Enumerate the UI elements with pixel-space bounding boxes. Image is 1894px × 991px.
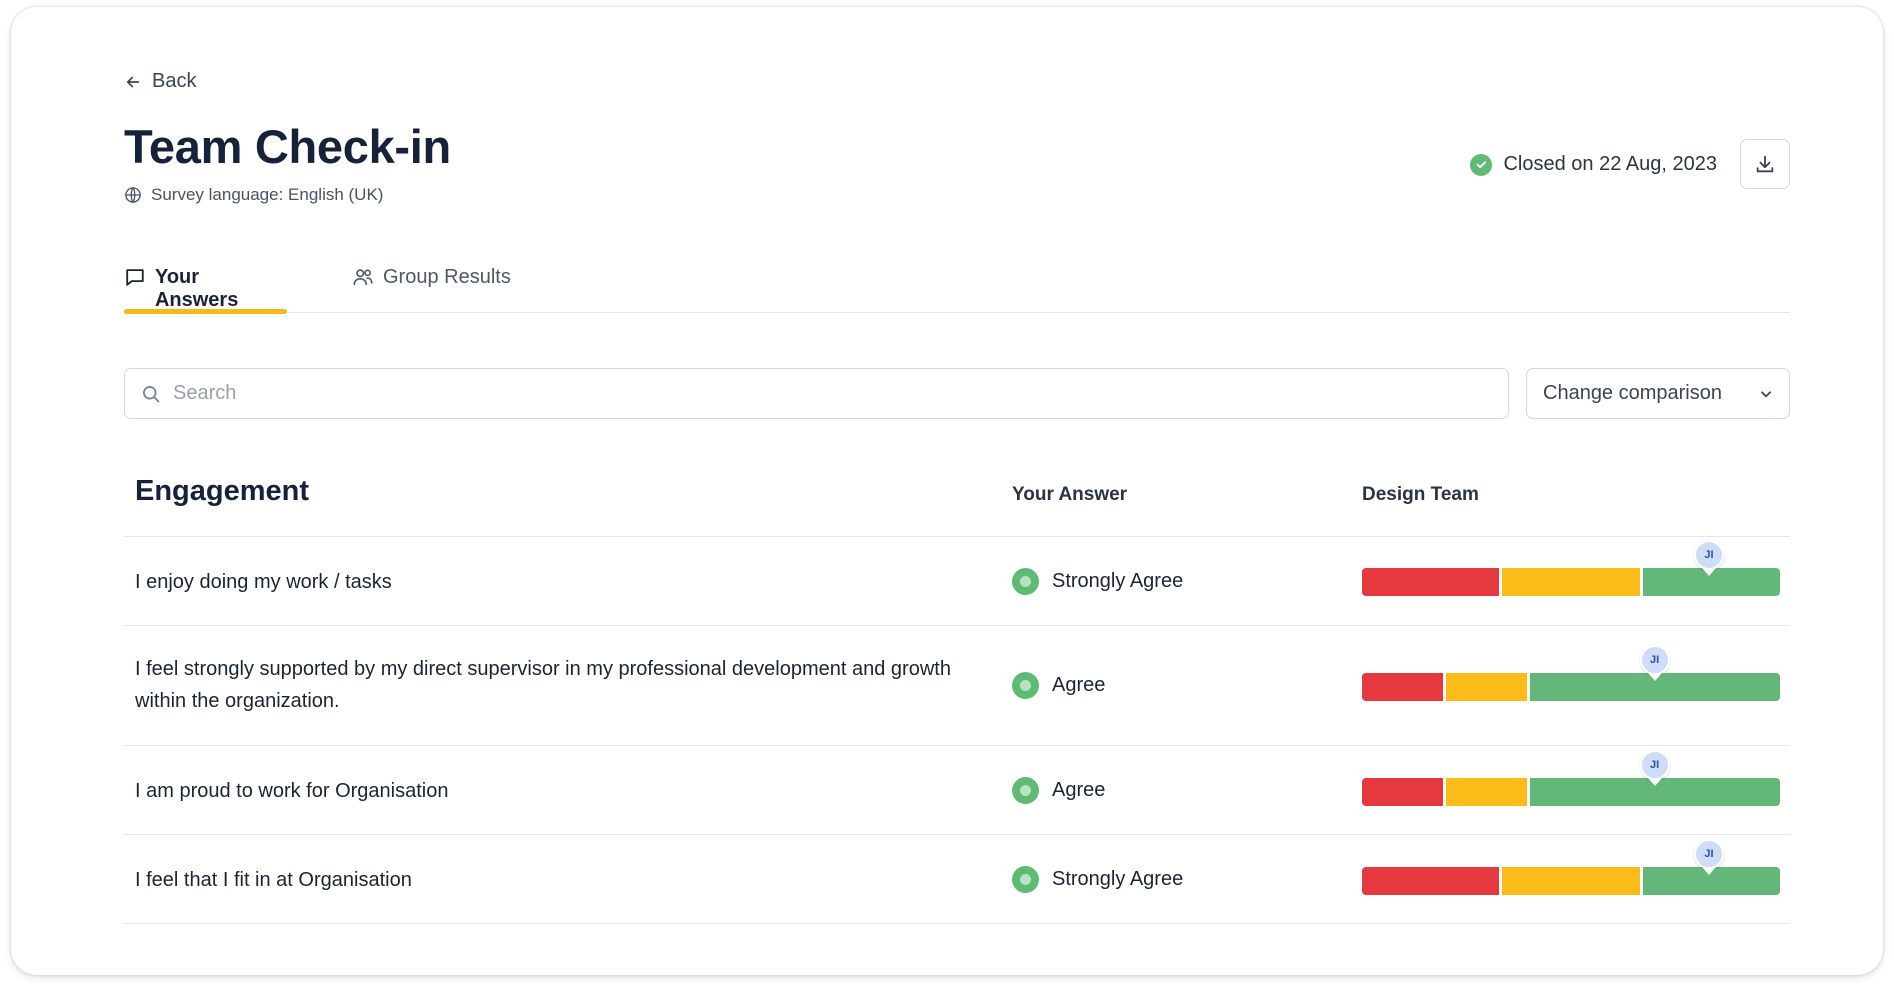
chevron-down-icon <box>1761 390 1771 397</box>
speech-bubble-icon <box>126 269 144 286</box>
answer-cell: Agree <box>1012 672 1105 699</box>
answer-dot-icon <box>1012 866 1039 893</box>
globe-icon <box>125 187 141 203</box>
tab-your-answers[interactable]: Your Answers <box>124 262 287 314</box>
survey-language-label: Survey language: English (UK) <box>151 185 384 204</box>
answer-cell: Strongly Agree <box>1012 568 1183 595</box>
user-marker-avatar: JI <box>1693 839 1724 875</box>
answer-label: Strongly Agree <box>1052 868 1184 890</box>
group-icon <box>353 269 373 286</box>
download-icon <box>1756 155 1774 173</box>
question-text: I am proud to work for Organisation <box>135 780 449 802</box>
survey-language: Survey language: English (UK) <box>124 185 383 205</box>
answer-cell: Strongly Agree <box>1012 866 1183 893</box>
search-icon <box>143 385 160 402</box>
back-link[interactable]: Back <box>124 70 196 93</box>
column-header-team: Design Team <box>1362 484 1479 505</box>
user-marker-avatar: JI <box>1639 645 1670 681</box>
arrow-left-icon <box>126 76 140 87</box>
negative-segment <box>1362 867 1500 895</box>
question-text: I feel strongly supported by my direct s… <box>135 658 951 712</box>
distribution-bar: JI <box>1362 645 1780 701</box>
distribution-bar: JI <box>1362 540 1780 596</box>
status-text: Closed on 22 Aug, 2023 <box>1503 153 1717 175</box>
table-row: I am proud to work for Organisation Agre… <box>124 747 1790 835</box>
neutral-segment <box>1445 673 1527 701</box>
answer-dot-icon <box>1012 672 1039 699</box>
answer-dot-icon <box>1012 568 1039 595</box>
table-row: I feel strongly supported by my direct s… <box>124 627 1790 746</box>
table-header: Engagement Your Answer Design Team <box>124 467 1790 537</box>
download-button[interactable] <box>1740 139 1790 189</box>
check-circle-icon <box>1470 153 1493 176</box>
question-text: I feel that I fit in at Organisation <box>135 869 412 891</box>
user-marker-avatar: JI <box>1693 540 1724 576</box>
negative-segment <box>1362 778 1443 806</box>
back-label: Back <box>152 70 197 92</box>
negative-segment <box>1362 568 1500 596</box>
search-box <box>124 368 1509 419</box>
change-comparison-dropdown[interactable]: Change comparison <box>1526 368 1790 419</box>
tab-label: Group Results <box>383 266 511 288</box>
answer-label: Agree <box>1052 779 1106 801</box>
status-badge: Closed on 22 Aug, 2023 <box>1470 153 1717 176</box>
table-row: I feel that I fit in at Organisation Str… <box>124 836 1790 924</box>
question-text: I enjoy doing my work / tasks <box>135 571 392 593</box>
distribution-bar: JI <box>1362 750 1780 806</box>
tab-bar: Your Answers Group Results <box>124 262 1790 314</box>
tab-label: Your Answers <box>154 266 239 311</box>
negative-segment <box>1362 673 1443 701</box>
distribution-bar: JI <box>1362 839 1780 895</box>
content: Back Team Check-in Survey language: Engl… <box>124 7 1790 975</box>
search-input[interactable] <box>173 382 1473 405</box>
tab-group-results[interactable]: Group Results <box>352 262 511 313</box>
survey-card: Back Team Check-in Survey language: Engl… <box>11 7 1883 975</box>
answer-cell: Agree <box>1012 777 1105 804</box>
answer-dot-icon <box>1012 777 1039 804</box>
answer-label: Strongly Agree <box>1052 570 1184 592</box>
column-header-answer: Your Answer <box>1012 484 1128 505</box>
page-title: Team Check-in <box>124 120 451 173</box>
user-marker-avatar: JI <box>1639 750 1670 786</box>
neutral-segment <box>1502 867 1640 895</box>
comparison-label: Change comparison <box>1543 382 1722 404</box>
neutral-segment <box>1445 778 1527 806</box>
neutral-segment <box>1502 568 1640 596</box>
table-row: I enjoy doing my work / tasks Strongly A… <box>124 538 1790 626</box>
section-title: Engagement <box>135 475 310 507</box>
answer-label: Agree <box>1052 674 1106 696</box>
